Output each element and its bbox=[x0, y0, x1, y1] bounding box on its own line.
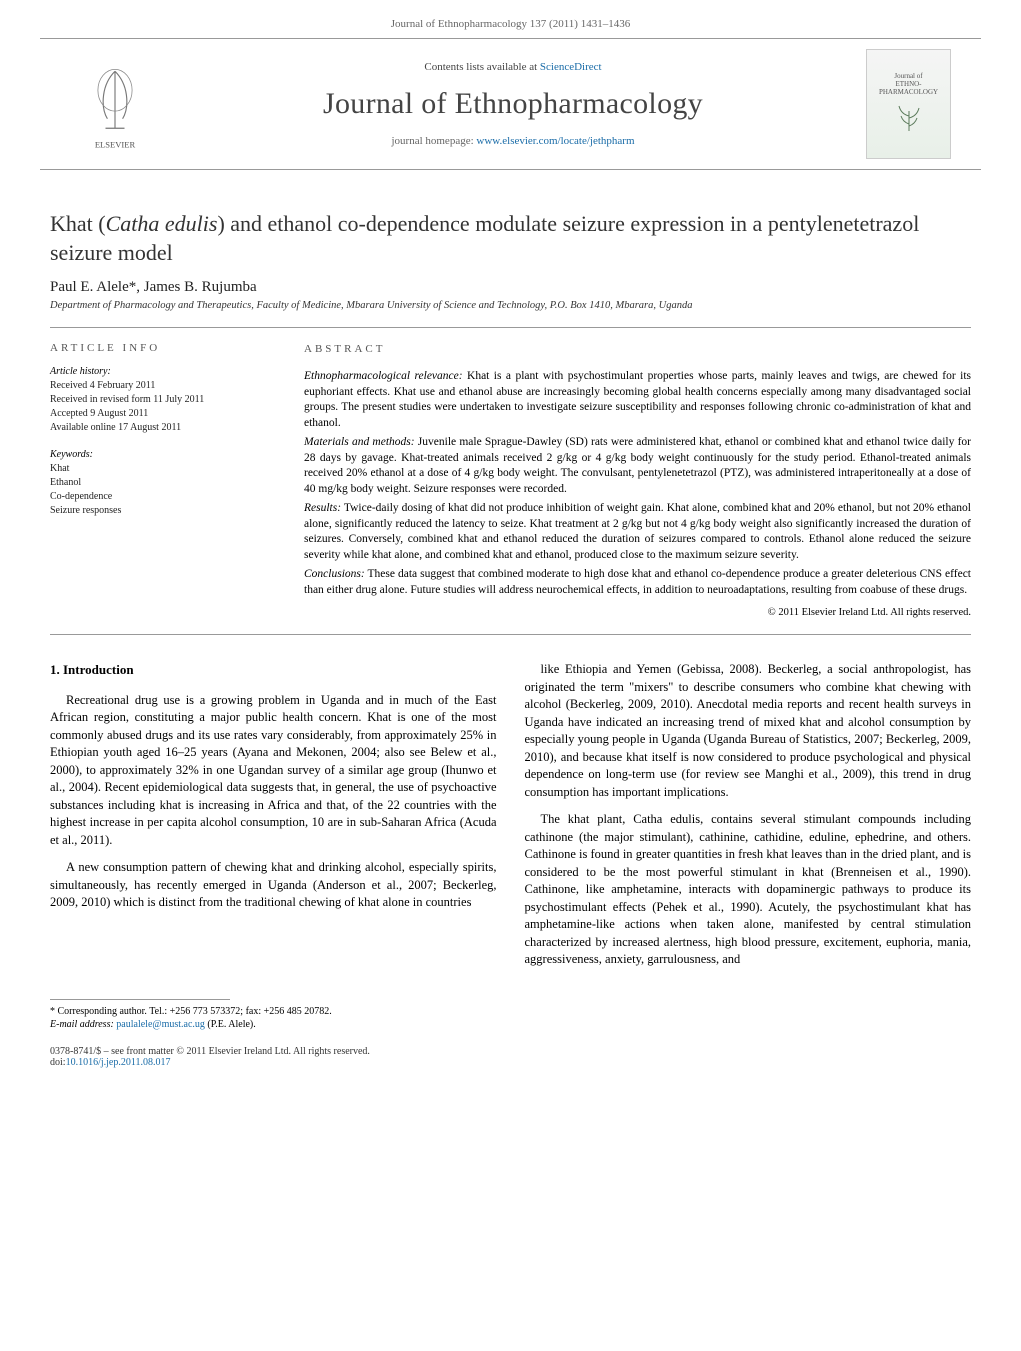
methods-label: Materials and methods: bbox=[304, 436, 415, 448]
abstract-block: ABSTRACT Ethnopharmacological relevance:… bbox=[280, 328, 971, 634]
keyword-2: Ethanol bbox=[50, 476, 260, 490]
doi-block: 0378-8741/$ – see front matter © 2011 El… bbox=[50, 1046, 971, 1068]
accepted-date: Accepted 9 August 2011 bbox=[50, 407, 260, 421]
homepage-line: journal homepage: www.elsevier.com/locat… bbox=[160, 135, 866, 147]
elsevier-tree-icon: ELSEVIER bbox=[75, 57, 155, 152]
contents-label: Contents lists available at bbox=[424, 61, 539, 73]
doi-link[interactable]: 10.1016/j.jep.2011.08.017 bbox=[66, 1057, 171, 1068]
online-date: Available online 17 August 2011 bbox=[50, 421, 260, 435]
revised-date: Received in revised form 11 July 2011 bbox=[50, 393, 260, 407]
cover-line-3: PHARMACOLOGY bbox=[879, 88, 938, 96]
conclusions-text: These data suggest that combined moderat… bbox=[304, 568, 971, 596]
abstract-heading: ABSTRACT bbox=[304, 342, 971, 357]
intro-heading: 1. Introduction bbox=[50, 661, 497, 679]
email-line: E-mail address: paulalele@must.ac.ug (P.… bbox=[50, 1019, 971, 1030]
column-left: 1. Introduction Recreational drug use is… bbox=[50, 661, 497, 979]
abstract-methods: Materials and methods: Juvenile male Spr… bbox=[304, 435, 971, 497]
running-header: Journal of Ethnopharmacology 137 (2011) … bbox=[0, 0, 1021, 38]
journal-banner: ELSEVIER Contents lists available at Sci… bbox=[40, 38, 981, 170]
article-title: Khat (Catha edulis) and ethanol co-depen… bbox=[50, 210, 971, 267]
received-date: Received 4 February 2011 bbox=[50, 379, 260, 393]
journal-cover-thumbnail: Journal of ETHNO- PHARMACOLOGY bbox=[866, 49, 951, 159]
results-label: Results: bbox=[304, 502, 341, 514]
affiliation: Department of Pharmacology and Therapeut… bbox=[50, 300, 971, 311]
email-paren: (P.E. Alele). bbox=[205, 1019, 256, 1030]
homepage-label: journal homepage: bbox=[391, 135, 476, 147]
body-columns: 1. Introduction Recreational drug use is… bbox=[50, 661, 971, 979]
email-link[interactable]: paulalele@must.ac.ug bbox=[116, 1019, 205, 1030]
article-info-heading: ARTICLE INFO bbox=[50, 342, 260, 354]
copyright-line: © 2011 Elsevier Ireland Ltd. All rights … bbox=[304, 606, 971, 620]
info-abstract-row: ARTICLE INFO Article history: Received 4… bbox=[50, 327, 971, 635]
publisher-logo: ELSEVIER bbox=[70, 54, 160, 154]
intro-para-4: The khat plant, Catha edulis, contains s… bbox=[525, 811, 972, 969]
abstract-results: Results: Twice-daily dosing of khat did … bbox=[304, 501, 971, 563]
intro-para-3: like Ethiopia and Yemen (Gebissa, 2008).… bbox=[525, 661, 972, 801]
sciencedirect-link[interactable]: ScienceDirect bbox=[540, 61, 602, 73]
doi-label: doi: bbox=[50, 1057, 66, 1068]
column-right: like Ethiopia and Yemen (Gebissa, 2008).… bbox=[525, 661, 972, 979]
corresponding-author-block: * Corresponding author. Tel.: +256 773 5… bbox=[50, 1006, 971, 1030]
cover-line-2: ETHNO- bbox=[895, 80, 921, 88]
abstract-relevance: Ethnopharmacological relevance: Khat is … bbox=[304, 369, 971, 431]
cover-line-1: Journal of bbox=[894, 72, 922, 80]
keywords-label: Keywords: bbox=[50, 449, 260, 460]
cover-plant-icon bbox=[889, 96, 929, 136]
homepage-link[interactable]: www.elsevier.com/locate/jethpharm bbox=[476, 135, 634, 147]
corresponding-author: * Corresponding author. Tel.: +256 773 5… bbox=[50, 1006, 971, 1017]
keyword-1: Khat bbox=[50, 462, 260, 476]
authors: Paul E. Alele*, James B. Rujumba bbox=[50, 279, 971, 296]
article-history-label: Article history: bbox=[50, 366, 260, 377]
article-info-block: ARTICLE INFO Article history: Received 4… bbox=[50, 328, 280, 634]
issn-line: 0378-8741/$ – see front matter © 2011 El… bbox=[50, 1046, 971, 1057]
keyword-4: Seizure responses bbox=[50, 504, 260, 518]
doi-line: doi:10.1016/j.jep.2011.08.017 bbox=[50, 1057, 971, 1068]
elsevier-label: ELSEVIER bbox=[95, 139, 136, 149]
relevance-label: Ethnopharmacological relevance: bbox=[304, 370, 463, 382]
abstract-conclusions: Conclusions: These data suggest that com… bbox=[304, 567, 971, 598]
results-text: Twice-daily dosing of khat did not produ… bbox=[304, 502, 971, 561]
title-italic: Catha edulis bbox=[106, 211, 218, 236]
journal-name: Journal of Ethnopharmacology bbox=[160, 87, 866, 121]
title-pre: Khat ( bbox=[50, 211, 106, 236]
intro-para-2: A new consumption pattern of chewing kha… bbox=[50, 859, 497, 912]
footnote-rule bbox=[50, 999, 230, 1000]
email-label: E-mail address: bbox=[50, 1019, 116, 1030]
conclusions-label: Conclusions: bbox=[304, 568, 365, 580]
contents-line: Contents lists available at ScienceDirec… bbox=[160, 61, 866, 73]
intro-para-1: Recreational drug use is a growing probl… bbox=[50, 692, 497, 850]
keyword-3: Co-dependence bbox=[50, 490, 260, 504]
